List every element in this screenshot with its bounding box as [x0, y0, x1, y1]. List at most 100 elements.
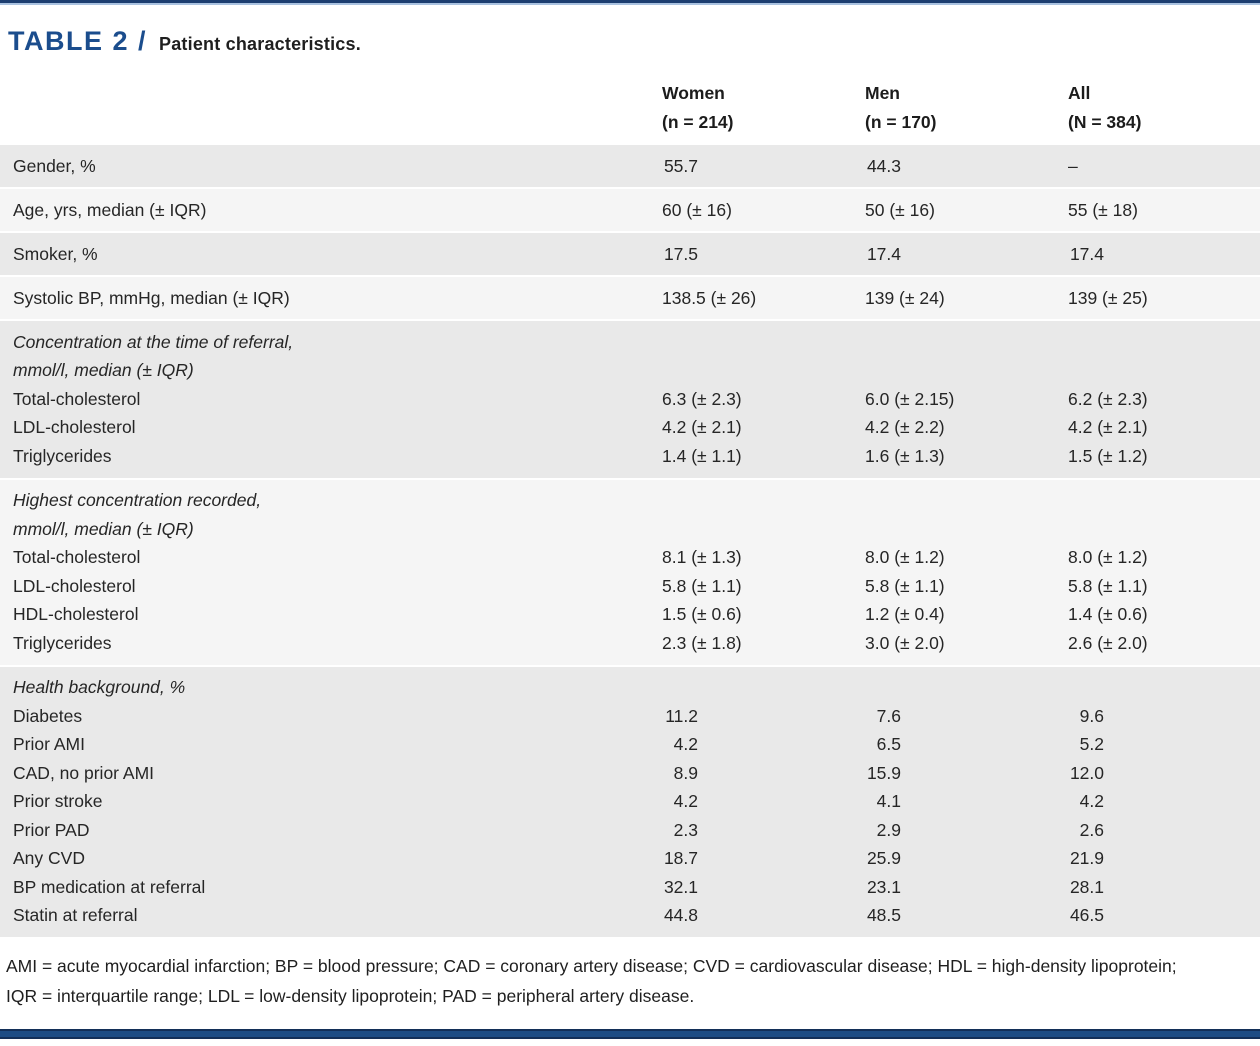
row-label: Triglycerides	[13, 445, 112, 466]
row-label: Prior PAD	[13, 819, 90, 840]
col-header-women: Women (n = 214)	[662, 79, 865, 137]
cell-all: 5.8 (± 1.1)	[1068, 576, 1260, 597]
row-label: LDL-cholesterol	[13, 575, 136, 596]
value: 6.0 (± 2.15)	[865, 388, 955, 409]
value: 46.5	[1069, 905, 1104, 926]
row-label: Statin at referral	[13, 905, 138, 926]
value: 1.4 (± 1.1)	[662, 445, 742, 466]
col-header-men: Men (n = 170)	[865, 79, 1068, 137]
cell-women: 8.9	[662, 763, 865, 784]
row-label: Age, yrs, median (± IQR)	[13, 199, 207, 220]
value: 17.5	[663, 243, 698, 264]
col-n: (n = 214)	[662, 112, 734, 132]
table-footnote: AMI = acute myocardial infarction; BP = …	[6, 951, 1260, 1011]
value: 6.3 (± 2.3)	[662, 388, 742, 409]
value: 15.9	[866, 762, 901, 783]
cell-all: 28.1	[1068, 877, 1260, 898]
cell-men: 6.5	[865, 734, 1068, 755]
value: 2.3	[673, 819, 698, 840]
cell-men: 4.2 (± 2.2)	[865, 417, 1068, 438]
table-row-triglycerides: Triglycerides 1.4 (± 1.1) 1.6 (± 1.3) 1.…	[0, 442, 1260, 471]
cell-all: 9.6	[1068, 706, 1260, 727]
row-label: Triglycerides	[13, 632, 112, 653]
value: 17.4	[866, 243, 901, 264]
table-row-ldl-cholesterol: LDL-cholesterol 4.2 (± 2.1) 4.2 (± 2.2) …	[0, 414, 1260, 443]
value: 139 (± 25)	[1068, 287, 1148, 308]
cell-all: 8.0 (± 1.2)	[1068, 547, 1260, 568]
table-row-diabetes: Diabetes 11.2 7.6 9.6	[0, 702, 1260, 731]
table-row-age: Age, yrs, median (± IQR) 60 (± 16) 50 (±…	[0, 189, 1260, 231]
section-header-line: mmol/l, median (± IQR)	[0, 357, 1260, 386]
value: 1.2 (± 0.4)	[865, 604, 945, 625]
column-headers: Women (n = 214) Men (n = 170) All (N = 3…	[0, 79, 1260, 137]
cell-women: 1.4 (± 1.1)	[662, 446, 865, 467]
row-label: Total-cholesterol	[13, 388, 141, 409]
cell-men: 8.0 (± 1.2)	[865, 547, 1068, 568]
footnote-line-2: IQR = interquartile range; LDL = low-den…	[6, 986, 695, 1006]
value: 12.0	[1069, 762, 1104, 783]
section-health-background: Health background, % Diabetes 11.2 7.6 9…	[0, 666, 1260, 937]
cell-men: 1.2 (± 0.4)	[865, 604, 1068, 625]
cell-women: 11.2	[662, 706, 865, 727]
section-highest-concentration: Highest concentration recorded, mmol/l, …	[0, 479, 1260, 665]
value: 55 (± 18)	[1068, 199, 1138, 220]
cell-men: 15.9	[865, 763, 1068, 784]
value: 32.1	[663, 876, 698, 897]
cell-all: 2.6	[1068, 820, 1260, 841]
value: 1.5 (± 0.6)	[662, 604, 742, 625]
table-row-any-cvd: Any CVD 18.7 25.9 21.9	[0, 845, 1260, 874]
value: 60 (± 16)	[662, 199, 732, 220]
table-row-smoker: Smoker, % 17.5 17.4 17.4	[0, 233, 1260, 275]
col-header-all: All (N = 384)	[1068, 79, 1260, 137]
cell-women: 138.5 (± 26)	[662, 288, 865, 309]
section-header: Health background, %	[13, 677, 186, 698]
value: 1.5 (± 1.2)	[1068, 445, 1148, 466]
section-header-line: mmol/l, median (± IQR)	[0, 515, 1260, 544]
cell-women: 2.3	[662, 820, 865, 841]
table-row-prior-ami: Prior AMI 4.2 6.5 5.2	[0, 731, 1260, 760]
value: 4.2 (± 2.1)	[1068, 417, 1148, 438]
cell-all: 2.6 (± 2.0)	[1068, 633, 1260, 654]
cell-all: 1.5 (± 1.2)	[1068, 446, 1260, 467]
col-name: Women	[662, 83, 725, 103]
col-name: All	[1068, 83, 1091, 103]
value: 4.2	[673, 791, 698, 812]
cell-men: 50 (± 16)	[865, 200, 1068, 221]
table-row-total-cholesterol: Total-cholesterol 8.1 (± 1.3) 8.0 (± 1.2…	[0, 544, 1260, 573]
row-label: CAD, no prior AMI	[13, 762, 155, 783]
value: 8.0 (± 1.2)	[865, 547, 945, 568]
col-n: (N = 384)	[1068, 112, 1142, 132]
cell-all: 12.0	[1068, 763, 1260, 784]
value: 17.4	[1069, 243, 1104, 264]
value: 5.8 (± 1.1)	[662, 575, 742, 596]
value: 21.9	[1069, 848, 1104, 869]
value: 55.7	[663, 155, 698, 176]
table-title: Patient characteristics.	[159, 34, 361, 54]
cell-men: 2.9	[865, 820, 1068, 841]
section-header: mmol/l, median (± IQR)	[13, 518, 194, 539]
value: 4.2	[1079, 791, 1104, 812]
cell-women: 18.7	[662, 848, 865, 869]
footnote-line-1: AMI = acute myocardial infarction; BP = …	[6, 956, 1177, 976]
cell-women: 17.5	[662, 244, 865, 265]
table-row-prior-pad: Prior PAD 2.3 2.9 2.6	[0, 816, 1260, 845]
cell-men: 139 (± 24)	[865, 288, 1068, 309]
value: 2.6 (± 2.0)	[1068, 632, 1148, 653]
row-label: Gender, %	[13, 155, 96, 176]
cell-all: 5.2	[1068, 734, 1260, 755]
value: 5.8 (± 1.1)	[865, 575, 945, 596]
value: 44.8	[663, 905, 698, 926]
value: 7.6	[876, 705, 901, 726]
cell-all: 4.2 (± 2.1)	[1068, 417, 1260, 438]
value: 18.7	[663, 848, 698, 869]
section-header: Concentration at the time of referral,	[13, 331, 294, 352]
cell-women: 4.2	[662, 791, 865, 812]
cell-men: 6.0 (± 2.15)	[865, 389, 1068, 410]
section-header: Highest concentration recorded,	[13, 490, 262, 511]
section-header-line: Highest concentration recorded,	[0, 487, 1260, 516]
bottom-rule	[0, 1029, 1260, 1039]
cell-men: 25.9	[865, 848, 1068, 869]
value: 4.2 (± 2.2)	[865, 417, 945, 438]
value: 8.1 (± 1.3)	[662, 547, 742, 568]
